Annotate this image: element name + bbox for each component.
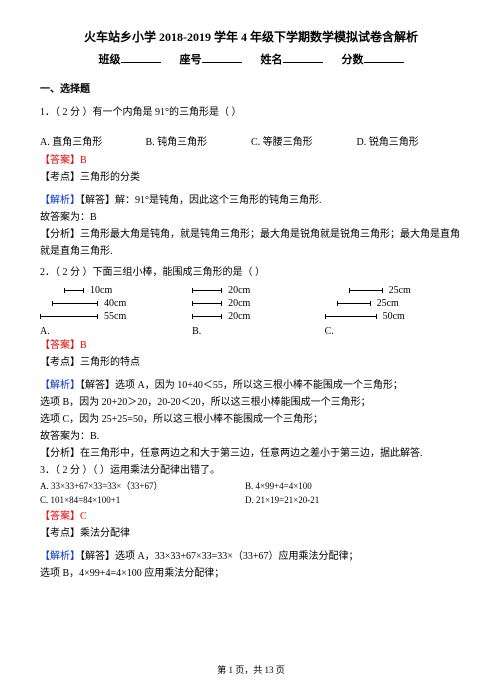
q2-expl1: 【解析】【解答】选项 A，因为 10+40＜55，所以这三根小棒不能围成一个三角…	[40, 377, 462, 394]
q1-opt-a: A. 直角三角形	[40, 133, 146, 148]
q3-answer-row: 【答案】C	[40, 508, 462, 525]
stick-length-label: 50cm	[383, 311, 405, 322]
q2-point: 三角形的特点	[80, 357, 140, 368]
stick-length-label: 25cm	[389, 285, 411, 296]
q1-opt-b: B. 钝角三角形	[146, 133, 252, 148]
stick-line	[325, 316, 377, 317]
stick-length-label: 20cm	[228, 298, 250, 309]
q3-expl1-text: 【解答】选项 A，33×33+67×33=33×（33+67）应用乘法分配律；	[80, 551, 359, 562]
q2-point-row: 【考点】三角形的特点	[40, 354, 462, 371]
q2-answer-label: 【答案】	[40, 340, 80, 351]
stick-length-label: 40cm	[104, 298, 126, 309]
q2-abc-labels: A. B. C.	[40, 326, 462, 337]
stick-row: 20cm	[192, 285, 250, 296]
class-blank	[121, 53, 161, 63]
seat-blank	[202, 53, 242, 63]
q3-point-row: 【考点】乘法分配律	[40, 525, 462, 542]
q1-options: A. 直角三角形 B. 钝角三角形 C. 等腰三角形 D. 锐角三角形	[40, 133, 462, 148]
stick-line	[192, 303, 222, 304]
q1-opt-d: D. 锐角三角形	[357, 133, 463, 148]
q2-point-label: 【考点】	[40, 357, 80, 368]
stick-line	[64, 290, 84, 291]
seat-label: 座号	[180, 54, 202, 66]
q1-expl1: 【解析】【解答】解：91°是钝角，因此这个三角形的钝角三角形.	[40, 192, 462, 209]
stick-row: 40cm	[40, 298, 126, 309]
q3-options: A. 33×33+67×33=33×（33+67） B. 4×99+4=4×10…	[40, 479, 462, 508]
page: 火车站乡小学 2018-2019 学年 4 年级下学期数学模拟试卷含解析 班级 …	[0, 0, 502, 582]
header-row: 班级 座号 姓名 分数	[40, 51, 462, 67]
q1-expl2: 故答案为：B	[40, 209, 462, 226]
stick-group-b: 20cm 20cm 20cm	[192, 283, 250, 324]
q3-opt-d: D. 21×19=21×20-21	[245, 493, 319, 507]
section-1-title: 一、选择题	[40, 81, 462, 98]
q2-expl5: 【分析】在三角形中，任意两边之和大于第三边，任意两边之差小于第三边，据此解答.	[40, 445, 462, 462]
q3-point-label: 【考点】	[40, 528, 80, 539]
stick-line	[337, 303, 371, 304]
stick-length-label: 10cm	[90, 285, 112, 296]
q1-answer-label: 【答案】	[40, 155, 80, 166]
q2-expl1-text: 【解答】选项 A，因为 10+40＜55，所以这三根小棒不能围成一个三角形；	[80, 380, 403, 391]
q1-expl3: 【分析】三角形最大角是钝角，就是钝角三角形；最大角是锐角就是锐角三角形；最大角是…	[40, 226, 462, 260]
q1-answer-row: 【答案】B	[40, 152, 462, 169]
stick-length-label: 55cm	[104, 311, 126, 322]
q3-answer-label: 【答案】	[40, 511, 80, 522]
q3-expl1: 【解析】【解答】选项 A，33×33+67×33=33×（33+67）应用乘法分…	[40, 548, 462, 565]
q1-expl-label: 【解析】	[40, 195, 80, 206]
q3-opt-b: B. 4×99+4=4×100	[245, 479, 312, 493]
page-footer: 第 1 页，共 13 页	[0, 663, 502, 676]
score-label: 分数	[342, 54, 364, 66]
stick-row: 25cm	[325, 285, 411, 296]
stick-line	[192, 316, 222, 317]
stick-group-a: 10cm 40cm 55cm	[40, 283, 126, 324]
stick-row: 20cm	[192, 311, 250, 322]
stick-row: 55cm	[40, 311, 126, 322]
stick-line	[192, 290, 222, 291]
stick-length-label: 20cm	[228, 311, 250, 322]
q1-point-label: 【考点】	[40, 172, 80, 183]
q1-stem: 1．（ 2 分 ）有一个内角是 91°的三角形是（ ）	[40, 104, 462, 121]
q3-opt-a: A. 33×33+67×33=33×（33+67）	[40, 479, 245, 493]
class-label: 班级	[99, 54, 121, 66]
stick-line	[349, 290, 383, 291]
q3-answer: C	[80, 511, 87, 522]
stick-line	[40, 316, 98, 317]
q2-stem: 2．（ 2 分 ）下面三组小棒，能围成三角形的是（ ）	[40, 264, 462, 281]
name-blank	[283, 53, 323, 63]
stick-length-label: 20cm	[228, 285, 250, 296]
q2-expl3: 选项 C，因为 25+25=50，所以这三根小棒不能围成一个三角形；	[40, 411, 462, 428]
stick-length-label: 25cm	[377, 298, 399, 309]
q2-figures: 10cm 40cm 55cm 20cm 20cm 20cm 25cm 25cm 50cm	[40, 283, 462, 324]
q3-opt-c: C. 101×84=84×100+1	[40, 493, 245, 507]
q1-expl1-text: 【解答】解：91°是钝角，因此这个三角形的钝角三角形.	[80, 195, 322, 206]
score-blank	[364, 53, 404, 63]
stick-row: 10cm	[40, 285, 126, 296]
q3-expl2: 选项 B，4×99+4=4×100 应用乘法分配律；	[40, 565, 462, 582]
stick-group-c: 25cm 25cm 50cm	[325, 283, 411, 324]
stick-row: 20cm	[192, 298, 250, 309]
q3-expl-label: 【解析】	[40, 551, 80, 562]
q1-opt-c: C. 等腰三角形	[251, 133, 357, 148]
stick-line	[52, 303, 98, 304]
q2-answer: B	[80, 340, 87, 351]
q3-stem: 3．（ 2 分 ）（ ）运用乘法分配律出错了。	[40, 462, 462, 479]
stick-row: 50cm	[325, 311, 411, 322]
q2-expl-label: 【解析】	[40, 380, 80, 391]
q2-answer-row: 【答案】B	[40, 337, 462, 354]
q2-label-a: A.	[40, 326, 50, 337]
q1-point-row: 【考点】三角形的分类	[40, 169, 462, 186]
exam-title: 火车站乡小学 2018-2019 学年 4 年级下学期数学模拟试卷含解析	[40, 28, 462, 45]
q2-label-c: C.	[325, 326, 334, 337]
q3-point: 乘法分配律	[80, 528, 130, 539]
q2-label-b: B.	[192, 326, 201, 337]
q1-answer: B	[80, 155, 87, 166]
name-label: 姓名	[261, 54, 283, 66]
stick-row: 25cm	[325, 298, 411, 309]
q2-expl4: 故答案为：B.	[40, 428, 462, 445]
q2-expl2: 选项 B，因为 20+20＞20，20-20＜20，所以这三根小棒能围成一个三角…	[40, 394, 462, 411]
q1-point: 三角形的分类	[80, 172, 140, 183]
